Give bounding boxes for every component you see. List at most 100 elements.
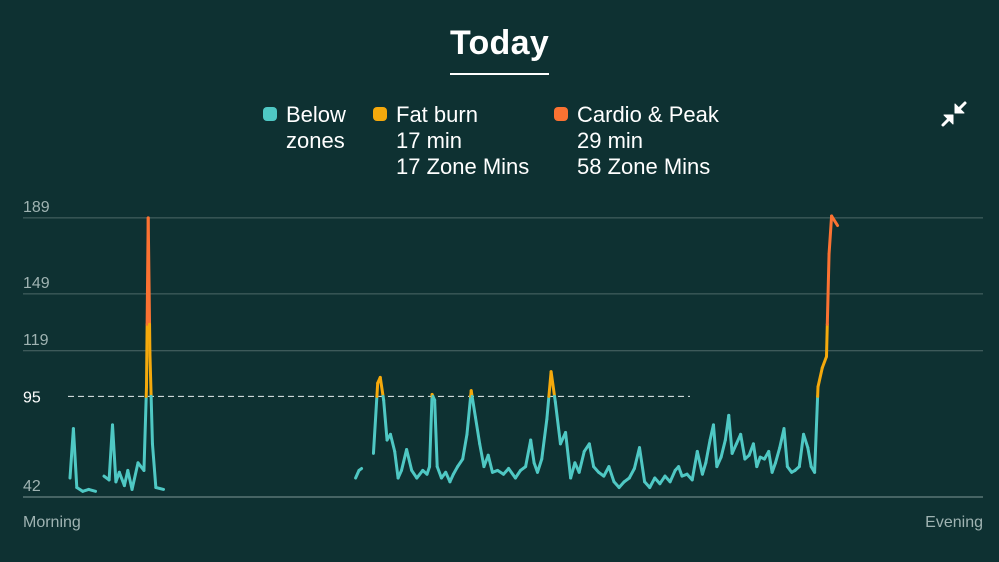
heart-rate-segment-below bbox=[150, 442, 158, 490]
heart-rate-segment-below bbox=[536, 457, 544, 474]
heart-rate-segment-below bbox=[767, 449, 774, 474]
heart-rate-segment-below bbox=[806, 446, 813, 469]
heart-rate-segment-below bbox=[704, 438, 712, 465]
heart-rate-segment-below bbox=[388, 432, 397, 453]
legend-zone-mins: 17 Zone Mins bbox=[396, 154, 530, 179]
heart-rate-segment-below bbox=[507, 467, 517, 480]
heart-rate-segment-below bbox=[627, 467, 636, 480]
reference-line-label: 95 bbox=[23, 389, 41, 406]
heart-rate-segment-below bbox=[727, 413, 734, 455]
heart-rate-segment-cardio bbox=[830, 214, 840, 227]
heart-rate-segment-below bbox=[577, 449, 586, 474]
heart-rate-segment-below bbox=[149, 394, 154, 446]
heart-rate-series bbox=[68, 214, 840, 493]
heart-rate-segment-below bbox=[719, 438, 727, 459]
heart-rate-segment-below bbox=[668, 468, 677, 484]
legend-duration: 29 min bbox=[577, 128, 644, 153]
chart-grid bbox=[23, 217, 983, 498]
heart-rate-segment-fat-burn bbox=[145, 322, 149, 389]
heart-rate-segment-below bbox=[715, 455, 723, 469]
heart-rate-segment-below bbox=[478, 442, 486, 469]
heart-rate-segment-below bbox=[774, 446, 782, 465]
heart-rate-segment-below bbox=[711, 423, 719, 469]
heart-rate-segment-below bbox=[382, 398, 389, 442]
heart-rate-segment-below bbox=[564, 430, 573, 480]
legend-swatch-below-zones bbox=[263, 107, 277, 121]
heart-rate-segment-below bbox=[87, 487, 97, 493]
heart-rate-segment-below bbox=[428, 394, 434, 469]
title-underline bbox=[450, 73, 549, 75]
legend-zone-mins: 58 Zone Mins bbox=[577, 154, 711, 179]
heart-rate-segment-below bbox=[405, 448, 414, 472]
heart-rate-segment-below bbox=[111, 423, 118, 484]
heart-rate-segment-fat-burn bbox=[825, 322, 829, 358]
heart-rate-segment-fat-burn bbox=[816, 366, 824, 389]
heart-rate-segment-cardio bbox=[825, 252, 831, 326]
heart-rate-segment-below bbox=[813, 394, 820, 474]
heart-rate-segment-below bbox=[690, 449, 699, 482]
heart-rate-segment-below bbox=[739, 432, 747, 461]
collapse-arrows-icon bbox=[941, 101, 967, 127]
legend-label: zones bbox=[286, 128, 345, 153]
heart-rate-segment-below bbox=[154, 486, 165, 491]
heart-rate-segment-below bbox=[393, 449, 400, 480]
heart-rate-segment-fat-burn bbox=[820, 355, 828, 370]
legend-duration: 17 min bbox=[396, 128, 463, 153]
heart-rate-segment-below bbox=[461, 432, 469, 461]
heart-rate-segment-below bbox=[607, 465, 616, 484]
heart-rate-segment-fat-burn bbox=[148, 351, 153, 398]
heart-rate-segment-below bbox=[529, 438, 536, 465]
legend-swatch-cardio-peak bbox=[554, 107, 568, 121]
heart-rate-segment-below bbox=[473, 415, 482, 446]
heart-rate-segment-below bbox=[587, 442, 596, 469]
legend-swatch-fat-burn bbox=[373, 107, 387, 121]
heart-rate-segment-below bbox=[465, 394, 473, 436]
heart-rate-segment-below bbox=[802, 432, 810, 450]
legend-label: Fat burn bbox=[396, 102, 478, 127]
heart-rate-segment-cardio bbox=[827, 214, 834, 256]
heart-rate-segment-below bbox=[755, 455, 762, 469]
heart-rate-segment-below bbox=[751, 442, 759, 469]
heart-rate-segment-below bbox=[400, 448, 409, 472]
x-label-start: Morning bbox=[23, 514, 81, 531]
x-label-end: Evening bbox=[925, 514, 983, 531]
heart-rate-segment-below bbox=[130, 461, 140, 491]
heart-rate-segment-below bbox=[486, 453, 494, 474]
heart-rate-segment-fat-burn bbox=[375, 381, 380, 398]
heart-rate-segment-below bbox=[797, 432, 806, 469]
heart-rate-segment-below bbox=[648, 476, 657, 490]
heart-rate-segment-below bbox=[782, 427, 789, 469]
heart-rate-segment-below bbox=[470, 394, 477, 419]
heart-rate-segment-fat-burn bbox=[549, 370, 557, 398]
heart-rate-segment-below bbox=[553, 400, 562, 446]
heart-rate-segment-below bbox=[142, 394, 148, 472]
heart-rate-segment-below bbox=[700, 461, 708, 476]
heart-rate-segment-below bbox=[540, 417, 549, 461]
reference-line-group: 95 bbox=[23, 389, 690, 406]
heart-rate-segment-below bbox=[677, 465, 684, 478]
y-tick-labels: 42 119 149 189 bbox=[23, 199, 50, 495]
page-title: Today bbox=[449, 24, 550, 62]
y-tick-label: 42 bbox=[23, 478, 41, 495]
heart-rate-segment-below bbox=[569, 461, 577, 480]
heart-rate-segment-cardio bbox=[146, 216, 152, 326]
heart-rate-segment-below bbox=[638, 446, 647, 484]
heart-rate-segment-below bbox=[357, 467, 364, 472]
heart-rate-segment-below bbox=[695, 449, 704, 476]
heart-rate-segment-below bbox=[371, 394, 379, 455]
heart-rate-segment-below bbox=[545, 394, 551, 421]
y-tick-label: 149 bbox=[23, 275, 50, 292]
collapse-button[interactable] bbox=[938, 98, 970, 130]
heart-rate-segment-below bbox=[730, 442, 738, 455]
heart-rate-segment-fat-burn bbox=[378, 375, 385, 398]
heart-rate-segment-below bbox=[71, 427, 79, 490]
y-tick-label: 189 bbox=[23, 199, 50, 216]
y-tick-label: 119 bbox=[23, 332, 49, 349]
heart-rate-segment-below bbox=[415, 468, 425, 480]
heart-rate-segment-below bbox=[456, 457, 465, 469]
heart-rate-segment-below bbox=[513, 468, 522, 480]
legend-label: Below bbox=[286, 102, 346, 127]
legend-label: Cardio & Peak bbox=[577, 102, 719, 127]
heart-rate-segment-below bbox=[435, 465, 443, 480]
